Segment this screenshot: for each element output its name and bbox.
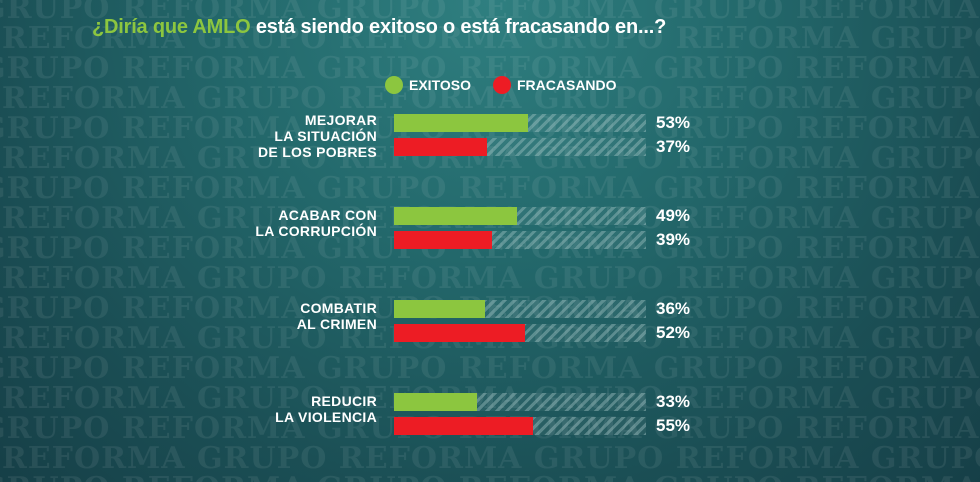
- watermark-row: GRUPO REFORMA GRUPO REFORMA GRUPO REFORM…: [0, 474, 980, 482]
- bar-exitoso: [394, 207, 518, 225]
- category-label-line: REDUCIR: [311, 393, 377, 409]
- watermark-row: GRUPO REFORMA GRUPO REFORMA GRUPO REFORM…: [0, 261, 980, 296]
- legend-item-exitoso: EXITOSO: [385, 76, 471, 94]
- value-label-fracasando: 55%: [656, 416, 691, 435]
- category-label-line: LA VIOLENCIA: [275, 409, 377, 425]
- bar-fracasando: [394, 231, 493, 249]
- title-accent: ¿Diría que AMLO: [92, 16, 251, 38]
- bar-fracasando: [394, 417, 533, 435]
- category-label: COMBATIR AL CRIMEN: [297, 300, 377, 332]
- value-label-fracasando: 52%: [656, 323, 691, 342]
- chart-title: ¿Diría que AMLO está siendo exitoso o es…: [92, 16, 666, 39]
- bar-fracasando: [394, 138, 488, 156]
- category-group: MEJORAR LA SITUACIÓN DE LOS POBRES 53% 37%: [0, 112, 980, 162]
- bar-exitoso: [394, 300, 485, 318]
- category-group: COMBATIR AL CRIMEN 36% 52%: [0, 300, 980, 348]
- bar-exitoso: [394, 393, 478, 411]
- watermark-row: GRUPO REFORMA GRUPO REFORMA GRUPO REFORM…: [0, 171, 980, 206]
- title-rest: está siendo exitoso o está fracasando en…: [250, 16, 667, 38]
- bar-track-fracasando: [394, 417, 646, 435]
- category-label-line: MEJORAR: [304, 112, 377, 128]
- legend: EXITOSO FRACASANDO: [385, 76, 617, 94]
- watermark-row: GRUPO REFORMA GRUPO REFORMA GRUPO REFORM…: [0, 441, 980, 476]
- value-label-fracasando: 37%: [656, 137, 691, 156]
- bar-track-exitoso: [394, 207, 646, 225]
- legend-label-exitoso: EXITOSO: [409, 77, 471, 93]
- bar-track-exitoso: [394, 114, 646, 132]
- category-label-line: AL CRIMEN: [296, 316, 377, 332]
- bar-track-exitoso: [394, 300, 646, 318]
- value-label-exitoso: 36%: [656, 299, 691, 318]
- watermark-row: GRUPO REFORMA GRUPO REFORMA GRUPO REFORM…: [0, 351, 980, 386]
- category-group: REDUCIR LA VIOLENCIA 33% 55%: [0, 393, 980, 441]
- legend-item-fracasando: FRACASANDO: [492, 76, 617, 94]
- bar-fracasando: [394, 324, 526, 342]
- bar-track-fracasando: [394, 231, 646, 249]
- category-label-line: ACABAR CON: [278, 207, 377, 223]
- bar-track-fracasando: [394, 324, 646, 342]
- bar-track-fracasando: [394, 138, 646, 156]
- category-label: MEJORAR LA SITUACIÓN DE LOS POBRES: [258, 112, 377, 160]
- category-label-line: DE LOS POBRES: [257, 144, 377, 160]
- category-label-line: LA CORRUPCIÓN: [255, 223, 377, 239]
- bar-exitoso: [394, 114, 528, 132]
- bar-track-exitoso: [394, 393, 646, 411]
- category-group: ACABAR CON LA CORRUPCIÓN 49% 39%: [0, 207, 980, 255]
- value-label-exitoso: 53%: [656, 113, 691, 132]
- value-label-fracasando: 39%: [656, 230, 691, 249]
- category-label-line: COMBATIR: [300, 300, 377, 316]
- category-label: REDUCIR LA VIOLENCIA: [275, 393, 377, 425]
- category-label: ACABAR CON LA CORRUPCIÓN: [255, 207, 377, 239]
- value-label-exitoso: 33%: [656, 392, 691, 411]
- value-label-exitoso: 49%: [656, 206, 691, 225]
- legend-dot-exitoso: [385, 76, 403, 94]
- category-label-line: LA SITUACIÓN: [274, 128, 377, 144]
- legend-dot-fracasando: [492, 76, 511, 94]
- legend-label-fracasando: FRACASANDO: [516, 77, 617, 93]
